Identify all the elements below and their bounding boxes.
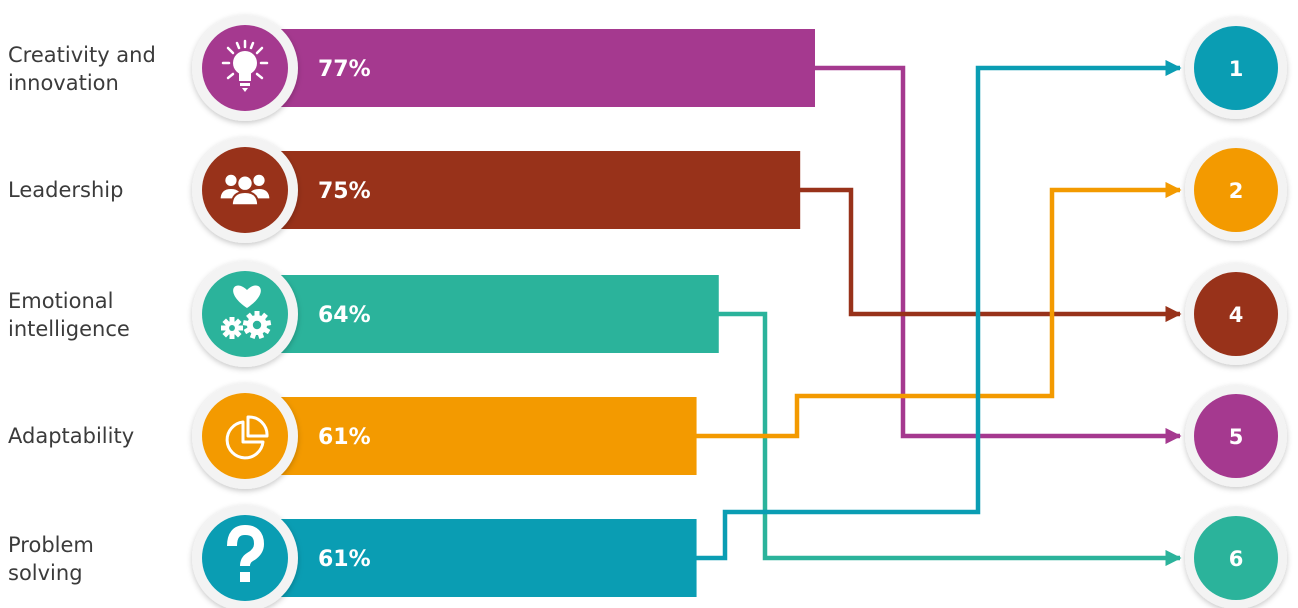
value-label: 75%: [318, 179, 371, 204]
value-label: 61%: [318, 425, 371, 450]
rank-label: 6: [1229, 547, 1244, 571]
rank-label: 4: [1229, 303, 1244, 327]
bar-3: [245, 275, 719, 353]
connector-2: [798, 187, 1182, 323]
value-label: 61%: [318, 547, 371, 572]
rank-circle-4: 4: [1185, 263, 1287, 365]
category-label: Creativity and innovation: [8, 43, 156, 95]
category-label: Adaptability: [8, 424, 134, 448]
team-icon: [192, 137, 298, 243]
bar-2: [245, 151, 801, 229]
rank-label: 2: [1229, 179, 1244, 203]
rank-circle-2: 2: [1185, 139, 1287, 241]
heart-gears-icon: [192, 261, 298, 367]
rank-circles: 5 4 6 2 1: [1185, 17, 1287, 608]
rank-label: 1: [1229, 57, 1244, 81]
category-label: Emotional intelligence: [8, 289, 130, 341]
pie-chart-icon: [192, 383, 298, 489]
rank-label: 5: [1229, 425, 1244, 449]
bar-1: [245, 29, 815, 107]
category-label: Leadership: [8, 178, 123, 202]
question-mark-icon: [192, 505, 298, 608]
rank-circle-1: 1: [1185, 17, 1287, 119]
lightbulb-icon: [192, 15, 298, 121]
connector-1: [813, 65, 1182, 445]
connector-5: [694, 59, 1182, 561]
connector-4: [694, 181, 1182, 439]
bar-4: [245, 397, 697, 475]
value-label: 64%: [318, 303, 371, 328]
bars: 77% Creativity and innovation 75% Leadership…: [8, 15, 815, 608]
connector-lines: [694, 59, 1182, 567]
rank-circle-5: 5: [1185, 385, 1287, 487]
rank-circle-6: 6: [1185, 507, 1287, 608]
category-label: Problem solving: [8, 533, 94, 585]
value-label: 77%: [318, 57, 371, 82]
bar-5: [245, 519, 697, 597]
